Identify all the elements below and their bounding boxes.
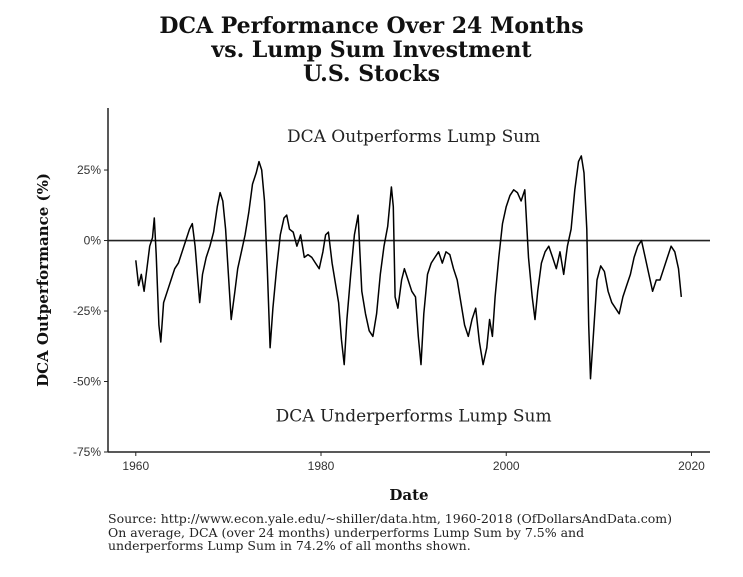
y-tick-label: -50%	[73, 375, 101, 389]
y-tick-label: -25%	[73, 304, 101, 318]
annotations: DCA Outperforms Lump Sum DCA Underperform…	[276, 127, 552, 426]
source-line-2: On average, DCA (over 24 months) underpe…	[108, 524, 585, 540]
x-axis-title: Date	[389, 486, 428, 504]
source-note: Source: http://www.econ.yale.edu/~shille…	[108, 512, 728, 553]
series-line	[135, 155, 683, 380]
axes	[107, 108, 710, 453]
source-line-1: Source: http://www.econ.yale.edu/~shille…	[108, 511, 673, 526]
y-tick-label: 25%	[77, 163, 101, 177]
chart-title: DCA Performance Over 24 Months vs. Lump …	[0, 14, 743, 86]
x-tick-label: 2020	[678, 459, 705, 473]
source-line-3: underperforms Lump Sum in 74.2% of all m…	[108, 538, 471, 553]
annotation-label: DCA Outperforms Lump Sum	[287, 127, 540, 147]
chart-title-line-1: DCA Performance Over 24 Months	[159, 13, 584, 39]
chart-title-line-2: vs. Lump Sum Investment	[211, 37, 532, 63]
annotation-label: DCA Underperforms Lump Sum	[276, 406, 552, 426]
x-axis-ticks: 1960 1980 2000 2020	[122, 452, 705, 473]
x-tick-label: 2000	[493, 459, 520, 473]
y-axis-ticks: 25% 0% -25% -50% -75%	[73, 163, 108, 459]
x-tick-label: 1980	[308, 459, 335, 473]
y-axis-title: DCA Outperformance (%)	[34, 173, 52, 387]
series-group	[135, 155, 683, 380]
chart-title-line-3: U.S. Stocks	[303, 61, 440, 87]
y-tick-label: -75%	[73, 445, 101, 459]
y-tick-label: 0%	[84, 234, 102, 248]
x-tick-label: 1960	[122, 459, 149, 473]
